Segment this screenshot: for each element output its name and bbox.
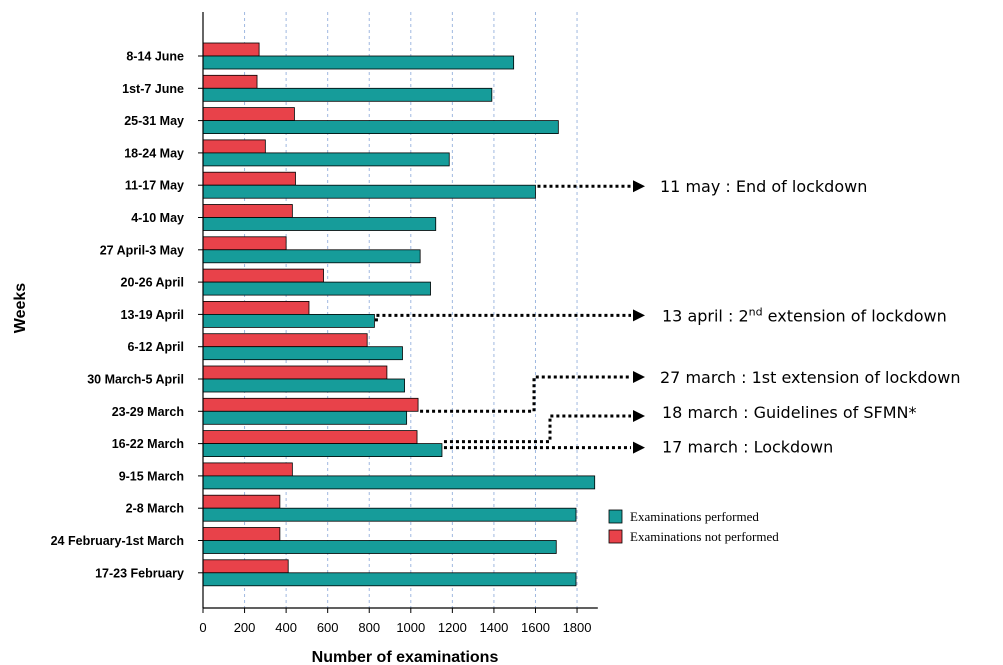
bar-examinations-performed-6-12-april — [202, 346, 403, 361]
x-tick-label-200: 200 — [234, 620, 256, 635]
bar-examinations-not-performed-13-19-april — [202, 300, 310, 315]
category-label-16-22-march: 16-22 March — [112, 437, 184, 451]
bar-examinations-performed-24-february-1st-march — [202, 540, 557, 554]
bar-examinations-not-performed-16-22-march — [202, 430, 418, 445]
bar-examinations-performed-30-march-5-april — [202, 378, 405, 393]
category-label-27-april-3-may: 27 April-3 May — [100, 243, 184, 257]
bar-examinations-performed-20-26-april — [202, 281, 431, 296]
annotation-2nd-extension: 13 april : 2nd extension of lockdown — [662, 305, 947, 325]
bar-examinations-not-performed-27-april-3-may — [202, 236, 287, 251]
category-label-13-19-april: 13-19 April — [121, 308, 184, 322]
axes: 0 200 400 600 800 1000 1200 1400 1600 1800 — [198, 12, 598, 635]
x-tick-label-0: 0 — [199, 620, 206, 635]
x-tick-label-1800: 1800 — [563, 620, 592, 635]
bar-examinations-performed-16-22-march — [202, 443, 443, 458]
annotation-arrow-2nd-extension — [633, 309, 645, 322]
annotation-lockdown: 17 march : Lockdown — [662, 438, 833, 457]
category-label-24-february-1st-march: 24 February-1st March — [51, 534, 184, 548]
category-label-20-26-april: 20-26 April — [121, 276, 184, 290]
y-axis-title: Weeks — [12, 283, 29, 334]
bar-examinations-not-performed-11-17-may — [202, 171, 296, 186]
bar-examinations-not-performed-1st-7-june — [202, 74, 258, 89]
category-label-30-march-5-april: 30 March-5 April — [87, 373, 184, 387]
x-tick-label-1400: 1400 — [479, 620, 508, 635]
bar-examinations-performed-23-29-march — [202, 410, 408, 425]
bar-examinations-performed-18-24-may — [202, 152, 450, 167]
x-tick-label-1200: 1200 — [438, 620, 467, 635]
category-label-17-23-february: 17-23 February — [95, 566, 184, 580]
bar-examinations-performed-17-23-february — [202, 572, 577, 587]
annotation-guidelines: 18 march : Guidelines of SFMN* — [662, 403, 916, 422]
x-tick-label-400: 400 — [275, 620, 297, 635]
bar-examinations-performed-13-19-april — [202, 313, 375, 328]
bar-examinations-performed-1st-7-june — [202, 87, 493, 102]
bar-examinations-not-performed-23-29-march — [202, 397, 419, 412]
bar-examinations-performed-9-15-march — [202, 475, 596, 490]
legend-swatch-not-performed — [608, 529, 623, 544]
category-label-1st-7-june: 1st-7 June — [122, 82, 184, 96]
bar-examinations-not-performed-20-26-april — [202, 268, 324, 283]
category-label-2-8-march: 2-8 March — [126, 502, 184, 516]
legend-label-not-performed: Examinations not performed — [630, 529, 779, 544]
category-label-23-29-march: 23-29 March — [112, 405, 184, 419]
annotation-end-of-lockdown: 11 may : End of lockdown — [660, 177, 867, 196]
legend-label-performed: Examinations performed — [630, 509, 759, 524]
bar-examinations-not-performed-4-10-may — [202, 204, 293, 218]
bar-examinations-performed-4-10-may — [202, 217, 437, 231]
x-tick-label-1000: 1000 — [396, 620, 425, 635]
category-labels: 8-14 June 1st-7 June 25-31 May 18-24 May 11-… — [51, 50, 184, 581]
legend-swatch-performed — [608, 509, 623, 524]
bar-examinations-not-performed-6-12-april — [202, 333, 368, 348]
bar-examinations-not-performed-9-15-march — [202, 462, 293, 477]
bar-examinations-not-performed-24-february-1st-march — [202, 527, 281, 541]
category-label-11-17-may: 11-17 May — [125, 179, 184, 193]
annotation-1st-extension: 27 march : 1st extension of lockdown — [660, 368, 961, 387]
legend: Examinations performed Examinations not … — [608, 509, 779, 544]
category-label-6-12-april: 6-12 April — [127, 340, 184, 354]
x-tick-label-600: 600 — [317, 620, 339, 635]
category-label-9-15-march: 9-15 March — [119, 469, 184, 483]
annotation-leader-guidelines — [443, 414, 631, 444]
bar-examinations-performed-27-april-3-may — [202, 249, 421, 264]
annotation-leader-2nd-extension — [374, 313, 631, 322]
category-label-4-10-may: 4-10 May — [131, 211, 184, 225]
bar-examinations-performed-2-8-march — [202, 507, 577, 522]
bar-examinations-performed-8-14-june — [202, 55, 515, 70]
x-tick-label-800: 800 — [358, 620, 380, 635]
annotations: 11 may : End of lockdown 13 april : 2nd e… — [374, 177, 961, 457]
bar-examinations-not-performed-2-8-march — [202, 494, 281, 509]
bar-examinations-not-performed-18-24-may — [202, 139, 266, 154]
bar-examinations-performed-25-31-may — [202, 120, 559, 134]
annotation-leader-1st-extension — [420, 375, 631, 413]
bar-examinations-not-performed-8-14-june — [202, 42, 260, 57]
bar-examinations-not-performed-25-31-may — [202, 107, 295, 121]
bar-examinations-performed-11-17-may — [202, 184, 536, 199]
category-label-18-24-may: 18-24 May — [124, 146, 184, 160]
bar-examinations-not-performed-17-23-february — [202, 559, 289, 574]
x-axis-title: Number of examinations — [312, 649, 499, 665]
x-tick-label-1600: 1600 — [521, 620, 550, 635]
bar-examinations-not-performed-30-march-5-april — [202, 365, 388, 380]
annotation-arrow-guidelines — [633, 410, 645, 422]
annotation-arrow-lockdown — [633, 441, 645, 454]
category-label-25-31-may: 25-31 May — [124, 114, 184, 128]
annotation-arrow-end-of-lockdown — [633, 180, 645, 193]
annotation-arrow-1st-extension — [633, 371, 645, 383]
category-label-8-14-june: 8-14 June — [126, 50, 184, 64]
